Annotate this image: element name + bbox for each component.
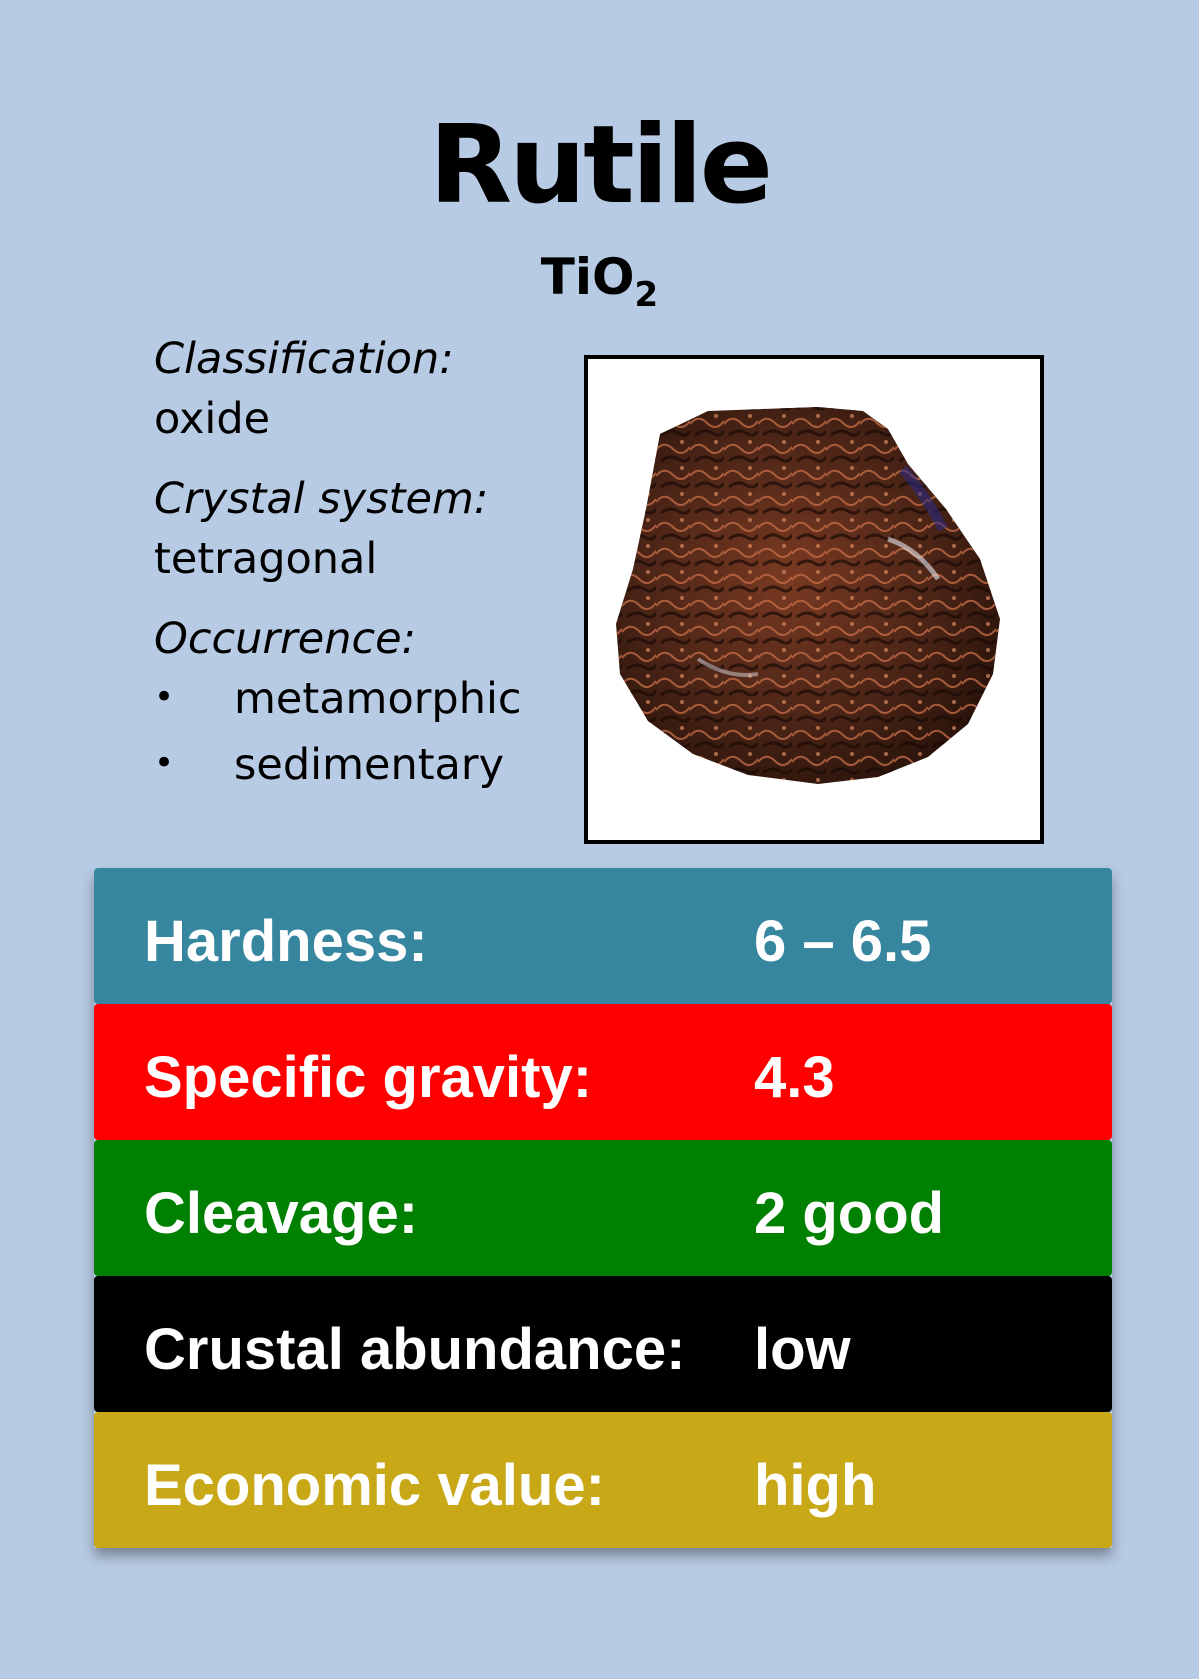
- mineral-photo: [584, 355, 1044, 844]
- hardness-value: 6 – 6.5: [754, 909, 932, 974]
- cleavage-row: Cleavage: 2 good: [94, 1140, 1112, 1276]
- formula-subscript: 2: [634, 275, 659, 315]
- cleavage-value: 2 good: [754, 1181, 945, 1246]
- mineral-title: Rutile: [429, 103, 773, 228]
- specific-gravity-row: Specific gravity: 4.3: [94, 1004, 1112, 1140]
- economic-value-label: Economic value:: [144, 1453, 605, 1518]
- mineral-info: Classification: oxide Crystal system: te…: [154, 338, 574, 810]
- crustal-abundance-value: low: [754, 1317, 851, 1382]
- occurrence-item: • metamorphic: [154, 678, 574, 744]
- economic-value-value: high: [754, 1453, 877, 1518]
- bullet-icon: •: [154, 743, 175, 783]
- property-table: Hardness: 6 – 6.5 Specific gravity: 4.3 …: [94, 868, 1112, 1548]
- occurrence-label: Occurrence:: [154, 614, 417, 664]
- economic-value-row: Economic value: high: [94, 1412, 1112, 1548]
- classification-label: Classification:: [154, 334, 454, 384]
- chemical-formula: TiO2: [0, 252, 1199, 312]
- crustal-abundance-label: Crustal abundance:: [144, 1317, 686, 1382]
- occurrence-item: • sedimentary: [154, 744, 574, 810]
- crustal-abundance-row: Crustal abundance: low: [94, 1276, 1112, 1412]
- formula-base: TiO: [540, 248, 635, 306]
- hardness-label: Hardness:: [144, 909, 428, 974]
- hardness-row: Hardness: 6 – 6.5: [94, 868, 1112, 1004]
- classification-value: oxide: [154, 394, 271, 444]
- bullet-icon: •: [154, 677, 175, 717]
- occurrence-text: metamorphic: [234, 674, 522, 724]
- crystal-system-label: Crystal system:: [154, 474, 489, 524]
- occurrence-list: • metamorphic • sedimentary: [154, 678, 574, 810]
- crystal-system-value: tetragonal: [154, 534, 378, 584]
- cleavage-label: Cleavage:: [144, 1181, 419, 1246]
- specific-gravity-value: 4.3: [754, 1045, 835, 1110]
- specific-gravity-label: Specific gravity:: [144, 1045, 593, 1110]
- occurrence-text: sedimentary: [234, 740, 505, 790]
- rutile-specimen-icon: [616, 407, 1000, 784]
